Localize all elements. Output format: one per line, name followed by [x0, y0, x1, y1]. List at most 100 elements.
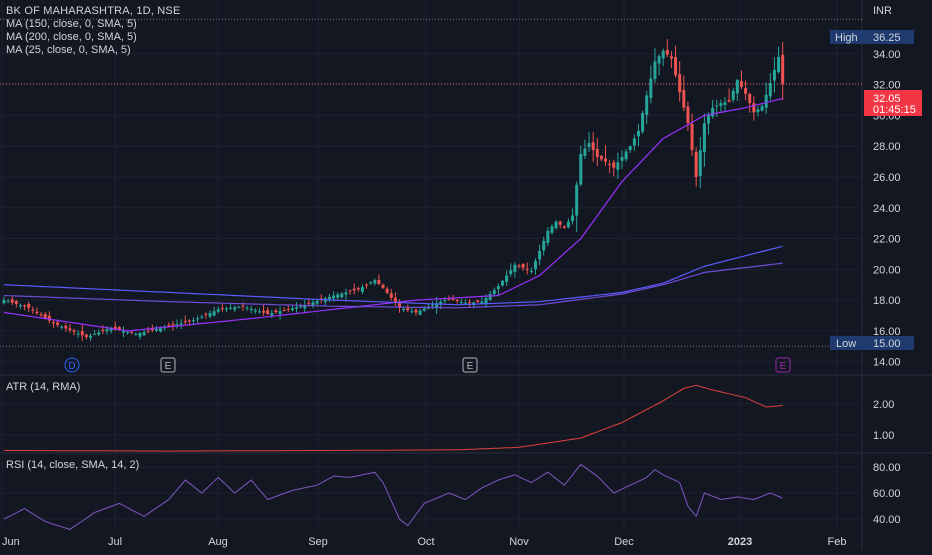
candle-down	[282, 309, 286, 311]
candle-up	[237, 306, 241, 308]
atr-line	[3, 384, 783, 452]
candle-up	[533, 260, 537, 270]
candle-down	[117, 327, 121, 330]
candle-down	[525, 268, 529, 270]
candle-up	[509, 270, 513, 275]
candle-up	[418, 310, 422, 315]
candle-up	[18, 305, 22, 307]
candle-down	[686, 106, 690, 124]
candle-up	[492, 290, 496, 294]
last-price-badge	[864, 90, 922, 116]
candle-up	[89, 335, 93, 338]
candle-down	[14, 301, 18, 304]
symbol-title[interactable]: BK OF MAHARASHTRA, 1D, NSE	[6, 5, 181, 17]
candle-up	[459, 302, 463, 304]
candle-down	[10, 299, 14, 303]
low-value-badge	[864, 336, 914, 350]
candle-down	[80, 331, 84, 336]
candle-down	[690, 123, 694, 151]
earnings-marker	[462, 357, 478, 373]
price-tick-label: 20.00	[873, 264, 901, 276]
candle-up	[439, 301, 443, 305]
candle-down	[113, 326, 117, 329]
candle-down	[521, 263, 525, 268]
legend-ma200[interactable]: MA (200, close, 0, SMA, 5)	[6, 31, 137, 43]
price-tick-label: 32.00	[873, 80, 901, 92]
rsi-line	[3, 463, 783, 530]
candle-down	[39, 314, 43, 316]
candle-up	[542, 240, 546, 251]
candle-up	[513, 264, 517, 272]
candle-down	[595, 148, 599, 157]
candle-up	[373, 280, 377, 284]
candle-up	[653, 61, 657, 80]
candle-up	[224, 308, 228, 310]
candle-up	[311, 302, 315, 306]
x-tick-label: Oct	[417, 536, 434, 548]
high-label-text: High	[835, 32, 858, 44]
candle-up	[278, 311, 282, 314]
candle-up	[636, 130, 640, 137]
candle-down	[266, 310, 270, 314]
candle-up	[299, 306, 303, 308]
low-value-text: 15.00	[873, 338, 901, 350]
earnings-marker-text: E	[165, 361, 172, 372]
dividend-marker-text: D	[68, 361, 75, 372]
candle-down	[455, 300, 459, 302]
candle-down	[678, 74, 682, 93]
rsi-legend[interactable]: RSI (14, close, SMA, 14, 2)	[6, 459, 139, 472]
candle-up	[208, 312, 212, 317]
candle-up	[575, 184, 579, 216]
candle-up	[661, 50, 665, 59]
candle-up	[142, 332, 146, 336]
candle-up	[344, 292, 348, 295]
candle-down	[241, 305, 245, 307]
last-price-text: 32.05	[873, 93, 901, 105]
candle-down	[171, 324, 175, 326]
ma150-line	[3, 245, 783, 306]
high-value-text: 36.25	[873, 32, 901, 44]
price-legend: BK OF MAHARASHTRA, 1D, NSE MA (150, clos…	[6, 5, 181, 57]
price-tick-label: 28.00	[873, 141, 901, 153]
candle-up	[649, 78, 653, 99]
price-tick-label: 16.00	[873, 326, 901, 338]
candle-up	[303, 304, 307, 309]
candle-up	[707, 115, 711, 124]
candle-up	[628, 146, 632, 150]
candle-up	[179, 323, 183, 325]
candle-down	[674, 57, 678, 76]
candle-up	[245, 307, 249, 309]
price-tick-label: 26.00	[873, 172, 901, 184]
candle-down	[694, 151, 698, 177]
countdown-text: 01:45:15	[873, 104, 916, 116]
candle-down	[781, 54, 785, 84]
candle-up	[233, 307, 237, 310]
atr-tick-label: 1.00	[873, 430, 894, 442]
candle-down	[377, 279, 381, 284]
candle-down	[608, 163, 612, 165]
legend-ma150[interactable]: MA (150, close, 0, SMA, 5)	[6, 18, 137, 30]
atr-legend[interactable]: ATR (14, RMA)	[6, 381, 80, 394]
legend-atr[interactable]: ATR (14, RMA)	[6, 381, 81, 393]
legend-rsi[interactable]: RSI (14, close, SMA, 14, 2)	[6, 459, 140, 471]
candle-down	[748, 93, 752, 104]
x-tick-label: Feb	[828, 536, 847, 548]
candle-up	[496, 286, 500, 290]
candle-down	[669, 56, 673, 59]
candle-up	[550, 226, 554, 233]
legend-ma25[interactable]: MA (25, close, 0, SMA, 5)	[6, 44, 131, 56]
x-tick-label: Jun	[2, 536, 20, 548]
candle-down	[393, 297, 397, 303]
candle-up	[723, 102, 727, 105]
candle-up	[6, 301, 10, 303]
candle-down	[43, 314, 47, 319]
candle-up	[645, 95, 649, 115]
candle-down	[307, 302, 311, 304]
candle-up	[422, 308, 426, 311]
candle-up	[257, 311, 261, 313]
candle-up	[295, 307, 299, 309]
candle-up	[554, 221, 558, 229]
candle-up	[756, 109, 760, 113]
